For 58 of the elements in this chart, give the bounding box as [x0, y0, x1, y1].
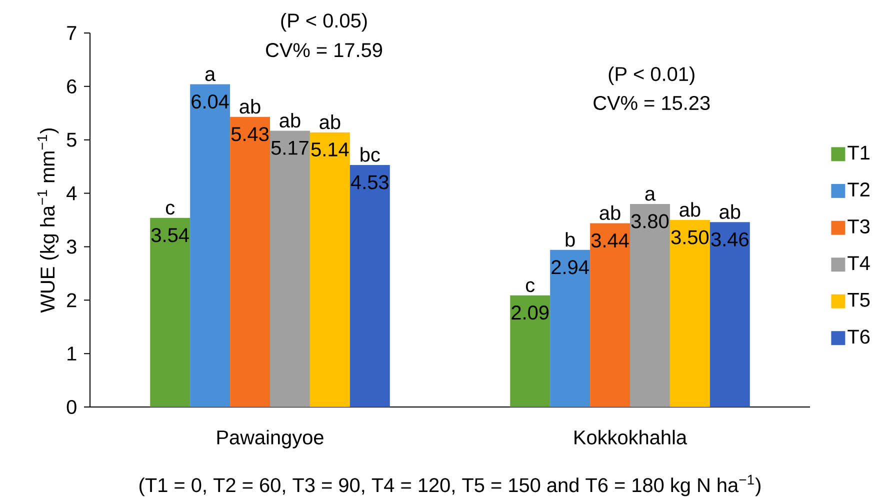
y-tick-label: 4	[66, 186, 77, 200]
text: (P < 0.05)	[281, 13, 367, 32]
annotation: CV% = 15.23	[594, 96, 710, 110]
y-axis-title: WUE (kg ha$^{−1}$ mm$^{−1}$)	[37, 128, 59, 313]
data-label: 3.54	[151, 228, 189, 242]
data-label: 3.80	[631, 214, 669, 228]
bar	[710, 222, 750, 407]
y-tick-label: 7	[67, 26, 76, 40]
bar	[630, 204, 670, 407]
y-tick-label: 6	[67, 79, 76, 94]
annotation: a	[205, 70, 216, 82]
bar	[670, 220, 710, 407]
x-tick-label: Kokkokhahla	[574, 430, 688, 444]
legend-label: T5	[848, 292, 870, 307]
bar	[550, 250, 590, 407]
annotation: b	[566, 232, 575, 247]
text: (T1 = 0, T2 = 60, T3 = 90, T4 = 120, T5 = 150 and T6 = 180 kg N ha$^{−1}$)	[140, 474, 760, 496]
x-tick-label: Pawaingyoe	[217, 430, 324, 448]
y-tick-label: 5	[66, 132, 76, 147]
annotation: ab	[680, 202, 700, 217]
legend-label: T1	[848, 146, 870, 160]
legend-label: T6	[848, 330, 870, 344]
data-label: 3.46	[711, 232, 748, 246]
bar	[270, 130, 310, 407]
annotation: bc	[360, 147, 380, 162]
data-label: 5.14	[311, 142, 349, 156]
annotation: ab	[600, 205, 620, 220]
data-label: 2.09	[512, 306, 549, 320]
data-label: 4.53	[350, 175, 388, 190]
data-label: 5.43	[231, 127, 269, 142]
legend-label: T3	[848, 219, 870, 234]
annotation: ab	[720, 204, 740, 219]
data-label: 3.44	[591, 233, 629, 248]
annotation: a	[645, 190, 656, 201]
annotation: c	[526, 281, 535, 292]
data-label: 6.04	[192, 94, 229, 109]
bar	[310, 132, 350, 407]
bar	[510, 295, 550, 407]
annotation: CV% = 17.59	[266, 43, 382, 58]
legend-label: T4	[848, 256, 870, 270]
y-tick-label: 3	[66, 240, 76, 254]
annotation: ab	[240, 99, 260, 114]
bar	[590, 223, 630, 407]
legend-label: T2	[848, 182, 870, 196]
y-tick-label: 0	[66, 400, 76, 414]
annotation: (P < 0.01)	[608, 66, 694, 86]
data-label: 2.94	[552, 260, 589, 274]
annotation: ab	[320, 114, 340, 130]
y-tick-label: 2	[67, 293, 76, 308]
data-label: 3.50	[671, 230, 709, 244]
data-label: 5.17	[271, 140, 308, 155]
y-tick-label: 1	[68, 346, 76, 360]
annotation: c	[166, 204, 175, 215]
bar	[150, 218, 190, 407]
bar	[350, 164, 390, 407]
annotation: ab	[280, 112, 300, 128]
bar	[190, 84, 230, 407]
bar	[230, 116, 270, 407]
